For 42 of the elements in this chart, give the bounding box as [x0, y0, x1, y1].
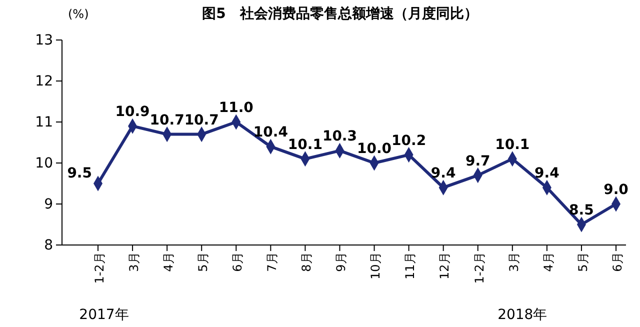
chart-title: 图5 社会消费品零售总额增速（月度同比）	[202, 5, 478, 22]
x-tick-label: 4月	[161, 252, 176, 272]
x-tick-label: 10月	[368, 252, 383, 280]
data-label: 10.9	[115, 104, 150, 120]
y-tick-label: 11	[35, 114, 53, 130]
data-label: 10.1	[495, 136, 530, 153]
data-label: 9.4	[430, 166, 456, 182]
data-label: 10.4	[253, 124, 288, 141]
data-label: 10.2	[392, 132, 426, 149]
data-label: 10.3	[322, 128, 358, 145]
y-tick-label: 9	[44, 196, 53, 212]
x-tick-label: 1-2月	[472, 252, 486, 284]
x-tick-label: 5月	[196, 252, 210, 272]
y-axis-title: (%)	[68, 7, 89, 21]
x-tick-label: 3月	[126, 252, 141, 272]
x-tick-label: 1-2月	[92, 252, 106, 284]
data-label: 9.5	[67, 166, 92, 182]
text: 2018年	[498, 307, 548, 323]
y-tick-label: 8	[44, 237, 53, 254]
x-tick-label: 4月	[541, 252, 556, 272]
data-label: 9.4	[534, 166, 560, 182]
x-tick-label: 6月	[610, 252, 624, 272]
x-tick-label: 9月	[334, 252, 348, 272]
x-tick-label: 7月	[265, 252, 280, 272]
x-tick-label: 12月	[438, 252, 452, 280]
x-tick-label: 3月	[506, 252, 521, 272]
data-label: 10.1	[288, 136, 322, 153]
data-label: 10.0	[356, 141, 392, 157]
y-tick-label: 10	[35, 155, 53, 172]
x-tick-label: 11月	[403, 252, 418, 280]
text: 2017年	[79, 307, 129, 323]
x-tick-label: 6月	[230, 252, 245, 272]
data-label: 11.0	[218, 100, 254, 116]
y-tick-label: 13	[35, 32, 53, 48]
x-tick-label: 8月	[300, 252, 314, 272]
data-label: 9.0	[604, 182, 629, 198]
y-tick-label: 12	[35, 73, 53, 90]
x-tick-label: 5月	[576, 252, 590, 272]
data-label: 10.7	[184, 112, 219, 128]
data-label: 8.5	[569, 202, 594, 218]
data-label: 10.7	[150, 112, 184, 128]
data-label: 9.7	[465, 153, 490, 170]
